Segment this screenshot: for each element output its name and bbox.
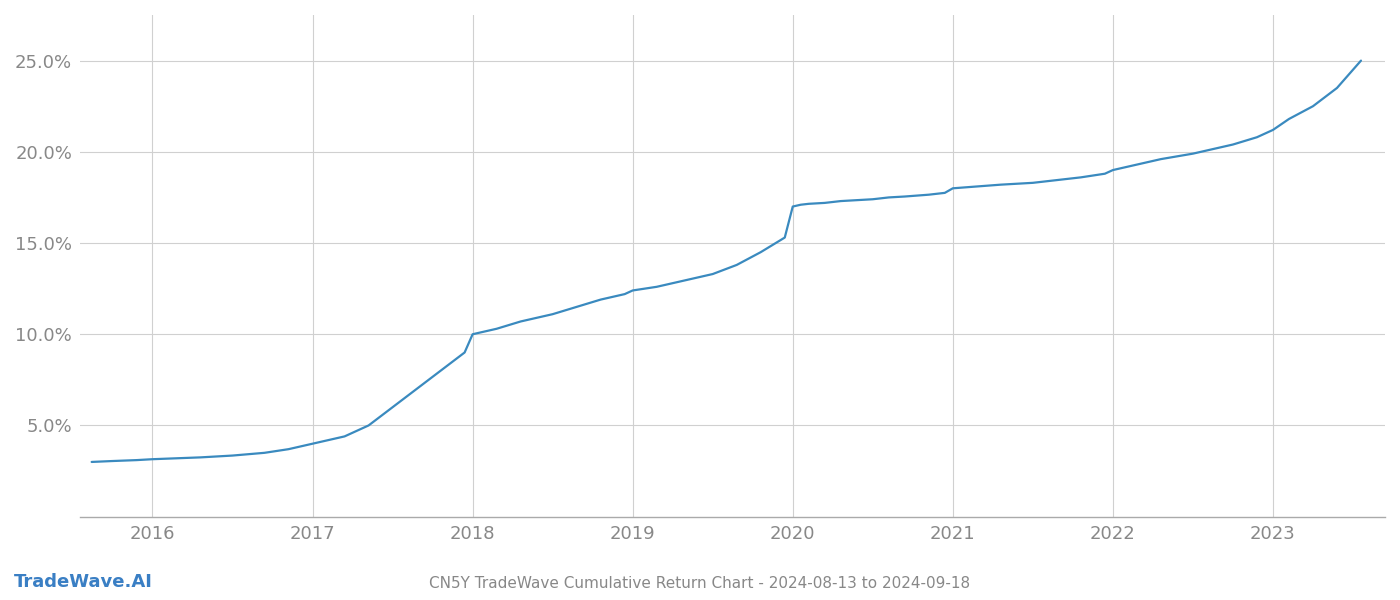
Text: CN5Y TradeWave Cumulative Return Chart - 2024-08-13 to 2024-09-18: CN5Y TradeWave Cumulative Return Chart -…	[430, 576, 970, 591]
Text: TradeWave.AI: TradeWave.AI	[14, 573, 153, 591]
